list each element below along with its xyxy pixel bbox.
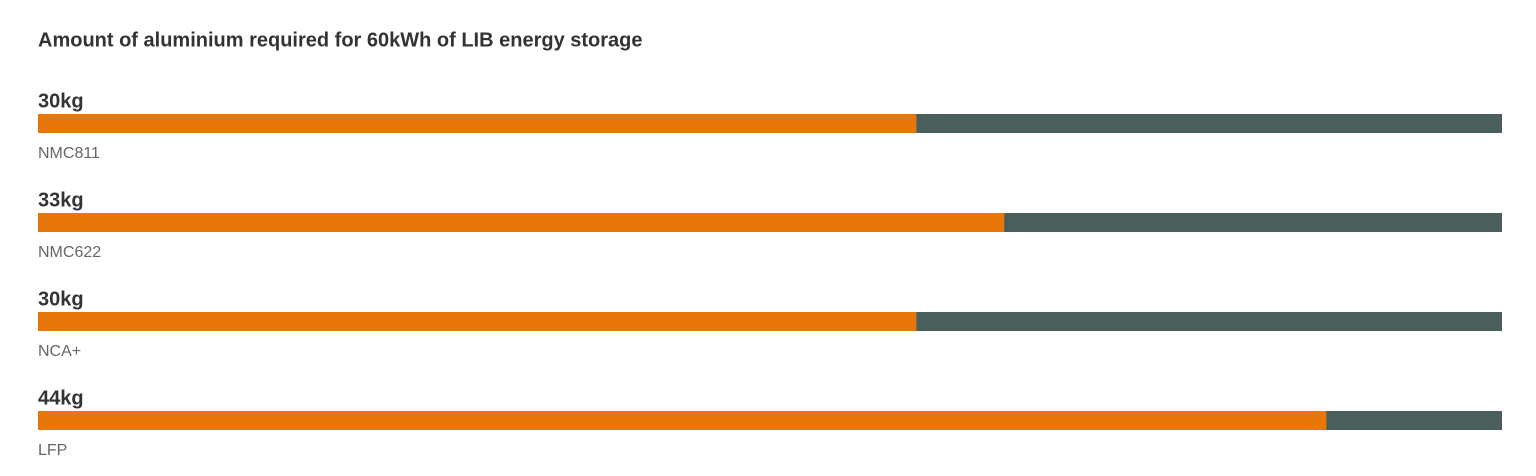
category-label: NCA+ [38,343,81,360]
chart-title: Amount of aluminium required for 60kWh o… [38,29,643,51]
bar [38,213,1005,232]
bar [38,411,1327,430]
category-label: NMC622 [38,244,101,261]
bar [38,312,917,331]
value-label: 44kg [38,387,84,409]
category-label: NMC811 [38,145,100,162]
value-label: 30kg [38,288,84,310]
value-label: 30kg [38,90,84,112]
category-label: LFP [38,442,67,459]
bar [38,114,917,133]
value-label: 33kg [38,189,84,211]
